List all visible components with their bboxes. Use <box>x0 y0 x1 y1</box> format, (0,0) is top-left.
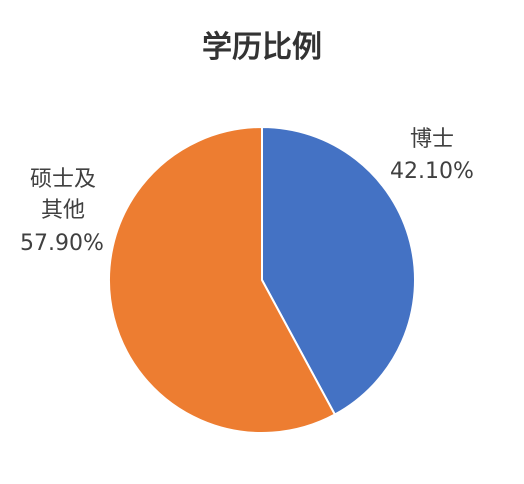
slice-value-label: 42.10% <box>390 159 474 184</box>
slice-category-label: 硕士及其他 <box>29 167 96 223</box>
chart-title: 学历比例 <box>202 30 322 65</box>
slice-category-label: 博士 <box>409 127 454 152</box>
slice-value-label: 57.90% <box>20 231 104 256</box>
pie-slice <box>108 125 337 434</box>
pie-slice <box>261 125 416 416</box>
